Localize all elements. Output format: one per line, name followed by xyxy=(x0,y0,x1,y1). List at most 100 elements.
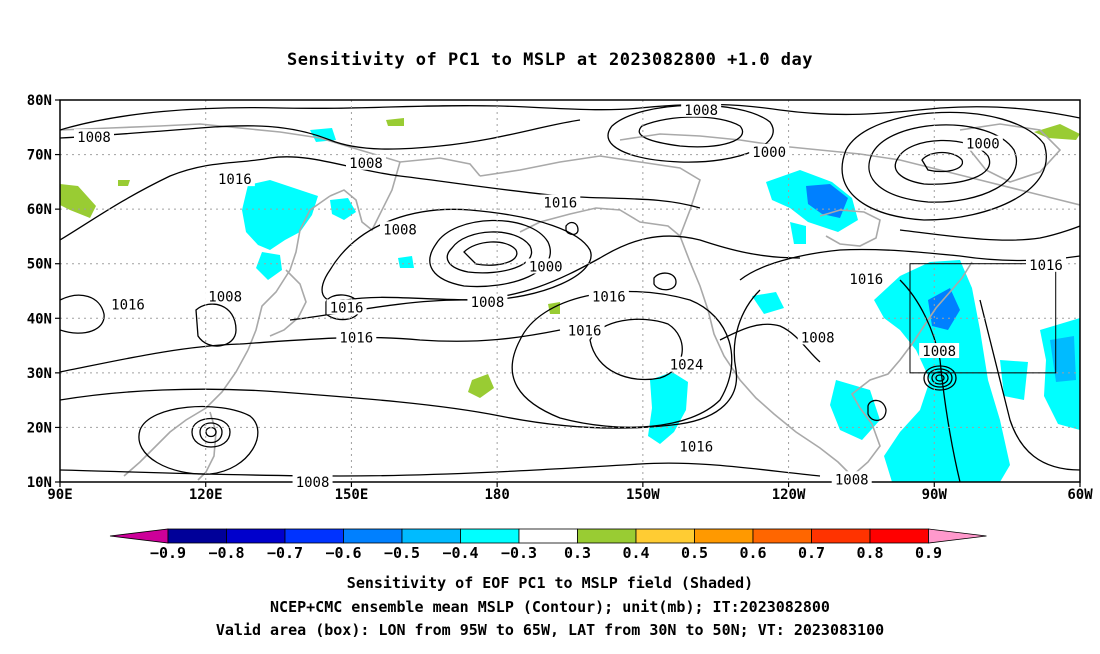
contour-label-bg xyxy=(1098,244,1100,260)
lat-label: 10N xyxy=(27,475,52,491)
contour-low-arctic-1 xyxy=(921,151,963,173)
shade-pos-siberia xyxy=(118,180,130,186)
contour-label: 1000 xyxy=(752,145,786,161)
colorbar-segment xyxy=(167,528,227,544)
contour-label: 1008 xyxy=(835,472,869,488)
contour-label-bg xyxy=(1026,256,1066,272)
contour-label-bg xyxy=(831,471,872,487)
contour-label-bg xyxy=(525,258,566,274)
contour-east-coast xyxy=(899,279,961,482)
contour-label: 1000 xyxy=(966,137,1000,153)
valid-area-box xyxy=(909,263,1057,374)
lon-label: 120W xyxy=(772,487,806,503)
shade-neg-pacific-1 xyxy=(398,256,414,268)
contour-label-bg xyxy=(205,288,246,304)
coast-okhotsk-west xyxy=(247,195,331,351)
coast-philippines xyxy=(197,411,217,481)
contour-philippine-low-3 xyxy=(191,418,231,448)
colorbar-segment xyxy=(752,528,812,544)
shade-neg-gulf xyxy=(830,380,880,440)
coast-gulf-east xyxy=(850,261,973,477)
colorbar-segment xyxy=(226,528,286,544)
colorbar-label: 0.8 xyxy=(856,544,883,562)
contour-label-bg xyxy=(666,356,707,372)
caption-contours: NCEP+CMC ensemble mean MSLP (Contour); u… xyxy=(270,598,830,616)
colorbar-label: 0.5 xyxy=(681,544,708,562)
contour-label: 1008 xyxy=(383,222,417,238)
coast-hudson xyxy=(819,209,881,247)
caption-shading: Sensitivity of EOF PC1 to MSLP field (Sh… xyxy=(346,574,754,592)
contour-label: 1016 xyxy=(218,172,252,188)
contour-label-bg xyxy=(326,299,367,315)
lon-label: 150W xyxy=(626,487,660,503)
shade-neg-east-us-dark xyxy=(928,288,960,330)
colorbar-label: 0.6 xyxy=(739,544,766,562)
shade-neg-canada xyxy=(790,222,806,244)
contour-pacific-small xyxy=(565,221,579,236)
colorbar-segment xyxy=(460,528,520,544)
coast-china xyxy=(123,349,249,477)
contour-label: 1016 xyxy=(330,300,364,316)
contour-hurricane-3 xyxy=(927,368,953,388)
contour-philippine-low-4 xyxy=(138,405,259,475)
contour-central-asia-2 xyxy=(195,303,237,347)
colorbar-segment xyxy=(869,528,929,544)
lat-label: 30N xyxy=(27,366,52,382)
coast-alaska xyxy=(479,155,701,238)
colorbar-label: 0.3 xyxy=(564,544,591,562)
contour-low-chukchi-1 xyxy=(638,116,743,148)
coast-kamchatka xyxy=(329,161,401,232)
contour-atlantic-far xyxy=(979,299,1080,471)
contour-gulf-alaska-small xyxy=(653,272,677,291)
colorbar-segment xyxy=(635,528,695,544)
shade-neg-east-us xyxy=(874,260,1010,482)
contour-label-bg xyxy=(74,129,114,145)
shade-neg-japan-sea xyxy=(242,180,318,250)
colorbar-label: 0.9 xyxy=(915,544,942,562)
contour-philippine-low-2 xyxy=(199,422,223,444)
colorbar-label: −0.5 xyxy=(384,544,420,562)
shade-pos-urals xyxy=(60,184,96,218)
contour-low-bering-2 xyxy=(446,231,533,274)
lat-label: 60N xyxy=(27,202,52,218)
contour-label-bg xyxy=(797,329,838,345)
contour-label: 1008 xyxy=(922,344,956,360)
contour-label-bg xyxy=(962,135,1003,151)
contour-label-bg xyxy=(540,194,581,210)
contour-label: 1008 xyxy=(801,330,835,346)
caption-valid-area: Valid area (box): LON from 95W to 65W, L… xyxy=(215,621,885,639)
lon-label: 60W xyxy=(1067,487,1093,503)
contour-label-bg xyxy=(292,474,333,489)
contour-1008-ne xyxy=(899,225,1080,241)
colorbar-label: 0.4 xyxy=(622,544,649,562)
contour-1008-north xyxy=(60,119,581,150)
coast-west-coast xyxy=(679,235,853,477)
contour-label: 1016 xyxy=(543,196,577,212)
contour-label-bg xyxy=(108,296,148,312)
shade-pos-arctic xyxy=(386,118,404,126)
contour-label-bg xyxy=(467,293,508,309)
colorbar-arrow-left xyxy=(109,528,169,544)
contour-label-bg xyxy=(749,143,790,159)
lon-label: 150E xyxy=(335,487,369,503)
contour-gulf-small xyxy=(867,399,887,421)
shade-neg-nw-us xyxy=(752,292,784,314)
contour-value-labels: 1008 1008 1008 1000 1000 1016 1016 1008 1000 1008… xyxy=(74,101,1100,491)
colorbar-segment xyxy=(518,528,578,544)
contour-label-bg xyxy=(214,171,255,187)
figure-title: Sensitivity of PC1 to MSLP at 2023082800… xyxy=(286,50,813,70)
shade-neg-mid-atlantic xyxy=(1000,360,1028,400)
coast-asia-north xyxy=(60,123,481,177)
map-frame xyxy=(59,99,1081,483)
lat-label: 80N xyxy=(27,93,52,109)
contour-arctic-top xyxy=(60,103,1080,131)
contour-hurricane-1 xyxy=(935,374,945,382)
contour-label: 1008 xyxy=(471,295,505,311)
contour-1016-pacific-north xyxy=(289,235,801,321)
contour-1016-pacific-south xyxy=(60,329,561,373)
colorbar-segment xyxy=(694,528,754,544)
lon-label: 90W xyxy=(922,487,948,503)
coast-japan xyxy=(269,269,307,337)
mslp-contours xyxy=(60,103,1080,482)
colorbar-label: −0.8 xyxy=(208,544,244,562)
